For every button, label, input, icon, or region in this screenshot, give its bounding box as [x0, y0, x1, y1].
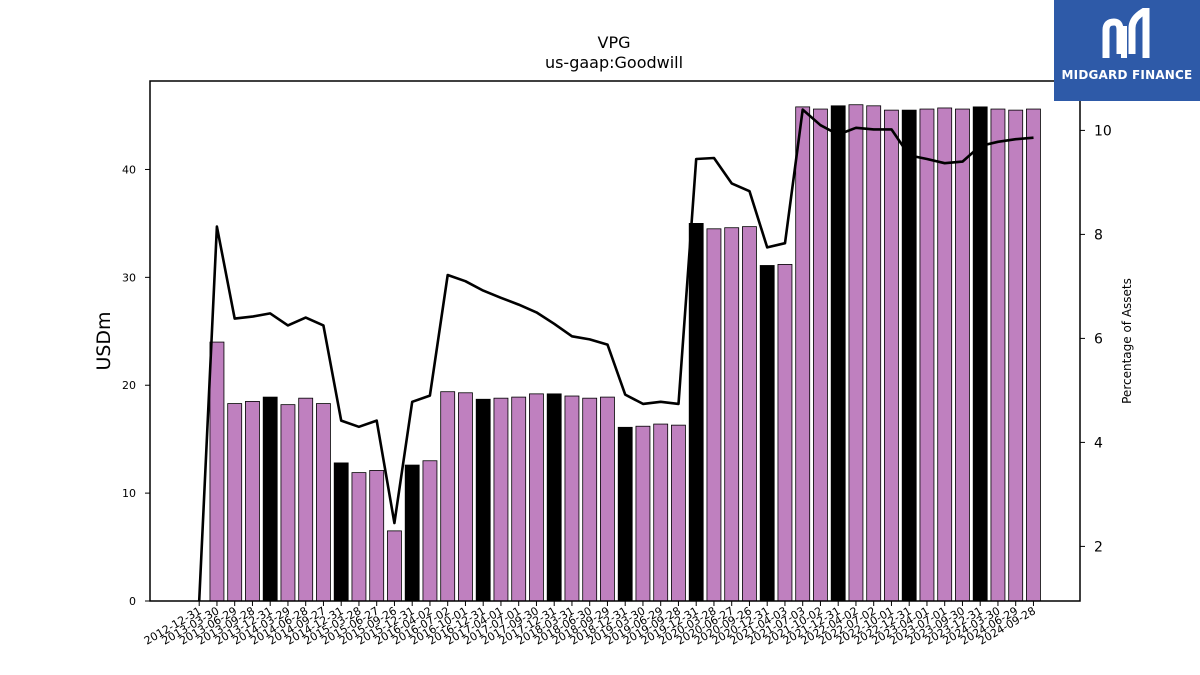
bar — [866, 105, 882, 602]
bar — [582, 397, 598, 602]
bar — [422, 460, 438, 602]
bar — [617, 426, 633, 602]
bar — [262, 396, 278, 602]
bar — [1008, 109, 1024, 602]
bar — [830, 105, 846, 602]
y2-axis-label: Percentage of Assets — [1120, 278, 1134, 404]
bar — [600, 396, 615, 602]
bar — [245, 401, 260, 602]
bar — [990, 108, 1006, 602]
chart-title: VPG — [598, 33, 631, 52]
bar — [333, 462, 349, 602]
bar — [937, 107, 953, 602]
bar — [227, 403, 243, 602]
bar — [759, 265, 775, 602]
y-tick-label: 0 — [129, 595, 136, 608]
bar — [635, 425, 651, 602]
bar — [493, 397, 509, 602]
bar — [280, 404, 296, 602]
bar — [955, 108, 970, 602]
bar — [511, 396, 527, 602]
bar — [546, 393, 562, 602]
y-axis-label: USDm — [93, 311, 115, 370]
bar — [1026, 108, 1041, 602]
bar — [688, 223, 704, 602]
bar — [404, 464, 420, 602]
y2-tick-label: 4 — [1094, 435, 1103, 451]
bar — [369, 470, 385, 602]
bar — [848, 104, 864, 602]
bar — [742, 226, 757, 602]
plot-frame — [149, 80, 1081, 602]
bar — [458, 392, 473, 602]
right-axis: 2 4 6 8 10 — [1080, 123, 1112, 555]
percentage-line — [197, 108, 1034, 602]
bar — [919, 108, 935, 602]
bar — [653, 423, 669, 602]
midgard-logo-icon — [1102, 8, 1150, 58]
bar — [475, 398, 491, 602]
bar — [351, 472, 367, 602]
y-tick-label: 30 — [122, 271, 136, 284]
y-tick-label: 10 — [122, 487, 136, 500]
bar — [795, 106, 811, 602]
bar — [671, 424, 686, 602]
bar — [777, 264, 793, 602]
bar-series — [209, 104, 1041, 602]
y-tick-label: 20 — [122, 379, 136, 392]
brand-logo: MIDGARD FINANCE — [1054, 0, 1200, 101]
bar — [440, 391, 456, 602]
bar — [564, 395, 580, 602]
x-axis: 2012-12-312013-03-302013-06-292013-09-28… — [142, 601, 1038, 648]
brand-name: MIDGARD FINANCE — [1061, 68, 1193, 82]
y2-tick-label: 2 — [1094, 539, 1103, 555]
bar — [316, 403, 331, 602]
y2-tick-label: 6 — [1094, 331, 1103, 347]
bar — [298, 397, 314, 602]
bar — [884, 109, 899, 602]
bar — [529, 393, 544, 602]
y2-tick-label: 10 — [1094, 123, 1112, 139]
bar — [813, 108, 828, 602]
y-tick-label: 40 — [122, 163, 136, 176]
bar — [972, 106, 988, 602]
bar — [724, 227, 740, 602]
chart-subtitle: us-gaap:Goodwill — [545, 53, 683, 72]
y2-tick-label: 8 — [1094, 227, 1103, 243]
left-axis: 0 10 20 30 40 — [122, 163, 150, 608]
bar — [387, 530, 402, 602]
bar — [706, 228, 722, 602]
bar — [209, 341, 225, 602]
bar — [901, 109, 917, 602]
line-series — [197, 108, 1034, 602]
